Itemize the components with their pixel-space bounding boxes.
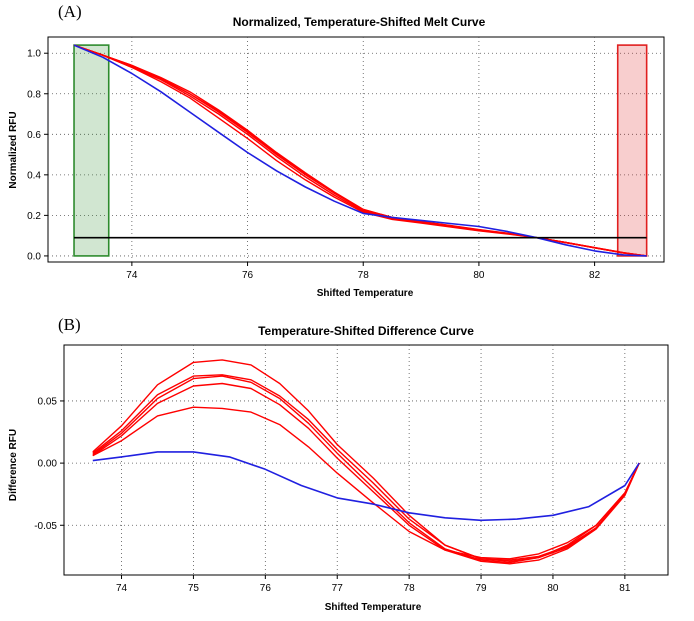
panel-a-series-line-5 bbox=[73, 44, 647, 257]
panel-b-x-axis-label: Shifted Temperature bbox=[325, 602, 422, 613]
panel-a-title: Normalized, Temperature-Shifted Melt Cur… bbox=[233, 15, 486, 29]
panel-a-x-axis-label: Shifted Temperature bbox=[317, 288, 414, 299]
panel-a-frame bbox=[47, 36, 665, 263]
panel-b-x-tick-label: 76 bbox=[260, 583, 272, 594]
panel-b-difference-curve: (B) Temperature-Shifted Difference Curve… bbox=[8, 315, 669, 613]
panel-b-y-tick-label: 0.05 bbox=[38, 396, 58, 407]
panel-a-x-tick-label: 78 bbox=[358, 270, 370, 281]
panel-b-x-tick-label: 77 bbox=[332, 583, 344, 594]
panel-a-y-tick-label: 1.0 bbox=[27, 49, 41, 60]
panel-a-x-tick-label: 76 bbox=[242, 270, 254, 281]
panel-b-x-tick-label: 78 bbox=[404, 583, 416, 594]
panel-b-title: Temperature-Shifted Difference Curve bbox=[258, 324, 474, 338]
panel-b-series-line-6 bbox=[92, 451, 640, 522]
panel-b-series-line-4 bbox=[92, 382, 640, 565]
panel-a-series-line-3 bbox=[73, 44, 647, 257]
panel-a-y-tick-label: 0.4 bbox=[27, 170, 41, 181]
panel-b-x-tick-label: 79 bbox=[475, 583, 487, 594]
panel-b-label: (B) bbox=[58, 315, 81, 334]
panel-b-plot-area: 74 75 76 77 78 79 80 81 -0.05 0.00 0.05 bbox=[34, 344, 669, 594]
panel-b-series-line-1 bbox=[92, 359, 640, 562]
panel-b-x-tick-label: 81 bbox=[619, 583, 631, 594]
panel-a-plot-area: 74 76 78 80 82 0.0 0.2 0.4 0.6 0.8 1.0 bbox=[27, 36, 665, 281]
panel-a-x-tick-label: 74 bbox=[126, 270, 138, 281]
panel-a-y-axis-label: Normalized RFU bbox=[8, 111, 19, 188]
panel-a-series-line-6 bbox=[73, 44, 647, 257]
panel-a-x-tick-label: 80 bbox=[473, 270, 485, 281]
panel-a-y-tick-label: 0.2 bbox=[27, 211, 41, 222]
panel-b-series-line-2 bbox=[92, 374, 640, 561]
panel-a-label: (A) bbox=[58, 2, 82, 21]
panel-b-frame bbox=[63, 344, 669, 576]
panel-b-series-line-3 bbox=[92, 375, 640, 564]
panel-a-region-start[interactable] bbox=[73, 44, 110, 257]
panel-b-y-tick-label: -0.05 bbox=[34, 521, 57, 532]
panel-b-x-tick-label: 80 bbox=[547, 583, 559, 594]
panel-b-x-tick-label: 74 bbox=[116, 583, 128, 594]
panel-a-region-end[interactable] bbox=[616, 44, 648, 257]
panel-b-series-line-5 bbox=[92, 406, 640, 560]
panel-a-x-tick-label: 82 bbox=[589, 270, 601, 281]
panel-a-y-tick-label: 0.6 bbox=[27, 130, 41, 141]
panel-a-y-tick-label: 0.0 bbox=[27, 251, 41, 262]
panel-a-y-tick-label: 0.8 bbox=[27, 89, 41, 100]
panel-b-y-axis-label: Difference RFU bbox=[8, 429, 19, 501]
panel-a-melt-curve: (A) Normalized, Temperature-Shifted Melt… bbox=[8, 2, 665, 299]
panel-b-x-tick-label: 75 bbox=[188, 583, 200, 594]
panel-b-y-tick-label: 0.00 bbox=[38, 459, 58, 470]
